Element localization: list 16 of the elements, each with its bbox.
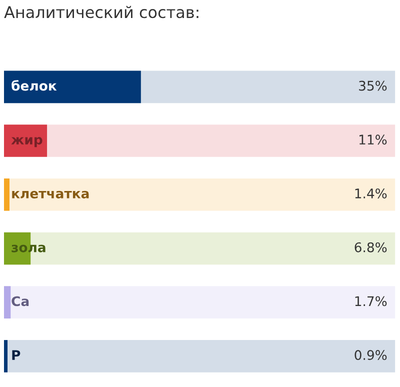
y-tick-label: клетчатка [12,190,89,198]
bar [4,124,48,157]
y-tick-label: Ca [12,296,29,306]
data-label: 0.9% [354,350,387,360]
data-label: 11% [360,134,387,145]
bar [4,340,8,372]
bar [4,178,10,211]
y-tick-label: белок [12,80,57,91]
data-label: 1.4% [355,188,387,198]
data-label: 1.7% [355,296,387,306]
data-label: 6.8% [354,242,387,252]
y-tick-label: жир [11,137,42,148]
data-label: 35% [359,80,387,91]
chart-title: Аналитический состав: [4,6,198,18]
bar [4,286,11,318]
y-tick-label: P [12,350,20,360]
